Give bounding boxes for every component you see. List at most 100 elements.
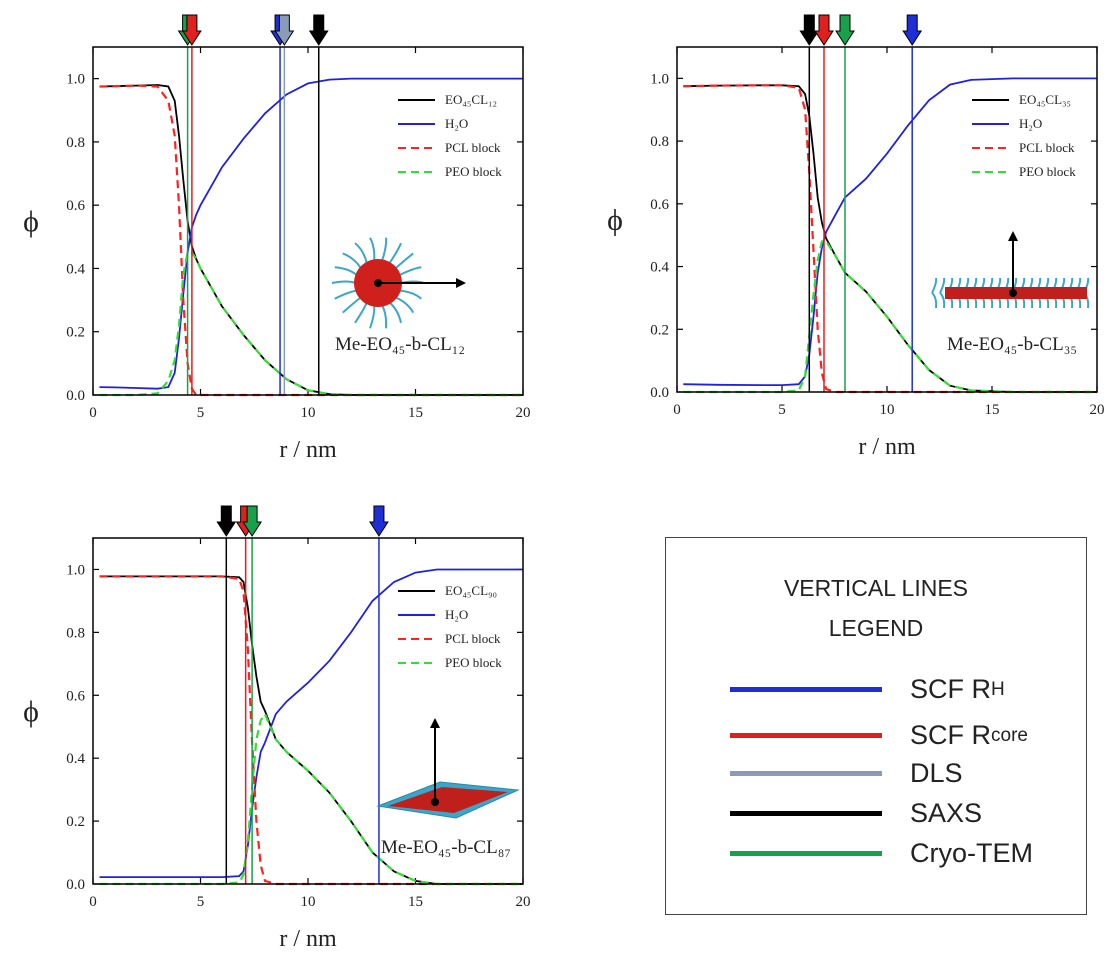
legend-label: DLS bbox=[910, 758, 963, 788]
arrow-head bbox=[430, 718, 440, 728]
legend-label: Cryo-TEM bbox=[910, 838, 1033, 868]
legend-label: PCL block bbox=[445, 140, 501, 155]
legend-label-subscript: H bbox=[991, 678, 1005, 700]
legend-label: EO₄₅CL₉₀ bbox=[445, 583, 497, 598]
legend-label: PCL block bbox=[1019, 140, 1075, 155]
y-tick-label: 0.8 bbox=[66, 625, 85, 641]
strand bbox=[369, 304, 376, 329]
plot-frame bbox=[92, 46, 524, 396]
legend-label: SCF R bbox=[910, 674, 991, 704]
strand bbox=[334, 289, 358, 300]
illustration bbox=[376, 718, 520, 819]
vertical-line-arrow bbox=[835, 14, 855, 46]
legend-label: H₂O bbox=[445, 607, 468, 622]
legend-entry: DLS bbox=[730, 758, 963, 789]
y-tick-label: 0.0 bbox=[66, 388, 85, 404]
y-tick-label: 0.0 bbox=[66, 877, 85, 893]
y-tick-label: 0.2 bbox=[66, 814, 85, 830]
strand bbox=[394, 252, 414, 270]
dot bbox=[374, 279, 382, 287]
y-axis-label: ϕ bbox=[607, 204, 623, 237]
arrow-head bbox=[456, 278, 466, 288]
legend-swatch bbox=[730, 811, 882, 816]
vertical-line-arrow bbox=[814, 14, 834, 46]
x-tick-label: 15 bbox=[408, 894, 423, 910]
x-tick-label: 5 bbox=[197, 405, 205, 421]
y-tick-label: 0.6 bbox=[650, 197, 669, 213]
chart: 0.0 0.2 0.4 0.6 0.8 1.0 0 5 10 15 20 r / nm ϕ EO₄₅CL₃… bbox=[607, 14, 1105, 460]
strand bbox=[394, 296, 415, 314]
plot-frame bbox=[92, 537, 524, 885]
strand bbox=[354, 301, 368, 324]
legend-swatch bbox=[730, 771, 882, 776]
x-tick-label: 5 bbox=[778, 402, 786, 418]
strand bbox=[388, 301, 402, 324]
series-line bbox=[683, 77, 1097, 386]
y-tick-label: 1.0 bbox=[66, 562, 85, 578]
y-tick-label: 0.6 bbox=[66, 688, 85, 704]
vertical-line-arrow bbox=[308, 14, 329, 46]
strand bbox=[931, 292, 938, 309]
strand bbox=[342, 296, 362, 314]
x-tick-label: 0 bbox=[673, 402, 681, 418]
y-tick-label: 1.0 bbox=[66, 72, 85, 88]
dot bbox=[431, 798, 439, 806]
legend-label: SCF R bbox=[910, 720, 991, 750]
annotation: Me-EO₄₅-b-CL₁₂ bbox=[335, 334, 465, 355]
legend-label: EO₄₅CL₃₅ bbox=[1019, 92, 1071, 107]
plot-frame bbox=[676, 46, 1098, 393]
x-tick-label: 0 bbox=[89, 405, 97, 421]
vertical-line-arrow bbox=[902, 14, 923, 46]
x-axis-label: r / nm bbox=[858, 434, 916, 460]
strand bbox=[331, 280, 357, 284]
series-line bbox=[683, 240, 1097, 394]
arrow-head bbox=[1008, 231, 1018, 241]
legend-label: PEO block bbox=[445, 655, 502, 670]
x-tick-label: 10 bbox=[880, 402, 895, 418]
y-tick-label: 0.4 bbox=[66, 261, 85, 277]
x-tick-label: 15 bbox=[408, 405, 423, 421]
strand bbox=[939, 292, 946, 309]
legend-label: PEO block bbox=[1019, 164, 1076, 179]
annotation: Me-EO₄₅-b-CL₈₇ bbox=[381, 837, 511, 858]
series-line bbox=[99, 77, 523, 390]
annotation: Me-EO₄₅-b-CL₃₅ bbox=[947, 334, 1077, 355]
legend-label-subscript: core bbox=[991, 724, 1028, 746]
legend-label: H₂O bbox=[1019, 116, 1042, 131]
legend-title: VERTICAL LINES LEGEND bbox=[783, 575, 969, 641]
core bbox=[388, 787, 508, 813]
y-tick-label: 1.0 bbox=[650, 71, 669, 87]
y-tick-label: 0.8 bbox=[66, 135, 85, 151]
series-line bbox=[99, 251, 523, 397]
x-tick-label: 5 bbox=[197, 894, 205, 910]
illustration bbox=[931, 231, 1090, 309]
strand bbox=[388, 242, 402, 265]
x-tick-label: 0 bbox=[89, 894, 97, 910]
chart: 0.0 0.2 0.4 0.6 0.8 1.0 0 5 10 15 20 r / nm ϕ EO₄₅CL₉… bbox=[23, 505, 531, 952]
y-tick-label: 0.8 bbox=[650, 134, 669, 150]
vertical-line-arrow bbox=[216, 505, 237, 537]
legend-entry: Cryo-TEM bbox=[730, 838, 1033, 869]
dot bbox=[1009, 289, 1017, 297]
x-tick-label: 20 bbox=[1090, 402, 1105, 418]
x-axis-label: r / nm bbox=[279, 437, 337, 463]
vertical-line-arrow bbox=[274, 14, 295, 46]
series-line bbox=[99, 575, 523, 886]
legend-swatch bbox=[730, 851, 882, 856]
strand bbox=[939, 277, 946, 294]
legend-label: SAXS bbox=[910, 798, 983, 828]
strand bbox=[380, 237, 388, 262]
strand bbox=[342, 252, 363, 270]
vertical-line-arrow bbox=[369, 505, 389, 537]
strand bbox=[380, 304, 388, 329]
legend-entry: SAXS bbox=[730, 798, 982, 829]
vertical-line-arrow bbox=[181, 14, 202, 46]
y-tick-label: 0.6 bbox=[66, 198, 85, 214]
legend-swatch bbox=[730, 687, 882, 692]
y-tick-label: 0.4 bbox=[650, 260, 669, 276]
x-tick-label: 10 bbox=[301, 405, 316, 421]
strand bbox=[334, 266, 358, 277]
